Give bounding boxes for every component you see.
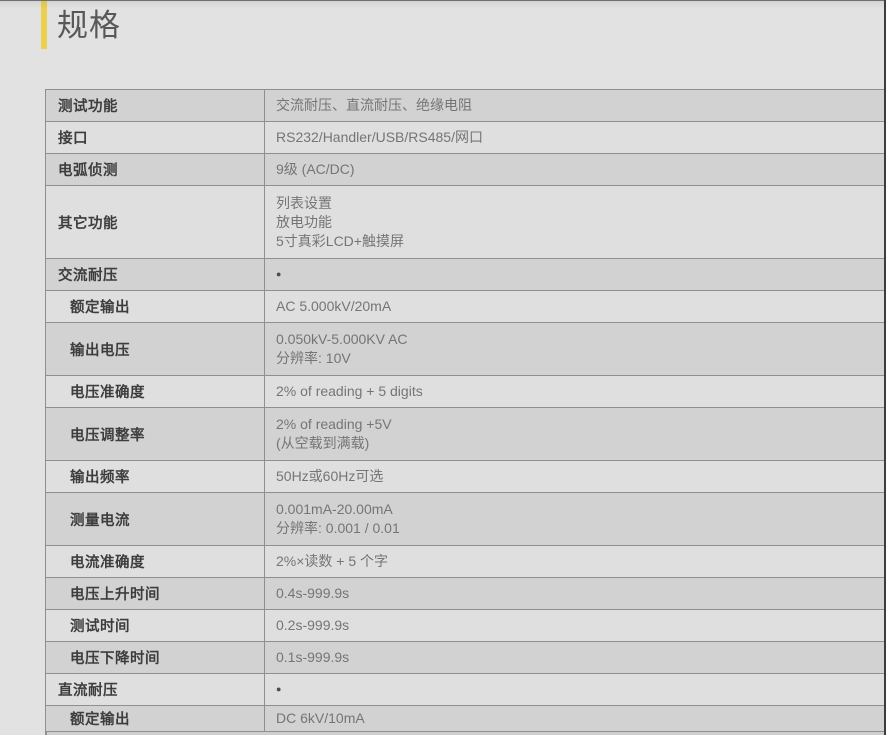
spec-row: 额定输出 AC 5.000kV/20mA — [46, 291, 886, 323]
spec-param-label: 电压上升时间 — [70, 587, 160, 603]
spec-param-label: 输出电压 — [70, 342, 130, 359]
screenshot-top-edge — [0, 0, 886, 1]
spec-value: DC 6kV/10mA — [264, 706, 886, 731]
spec-row: 交流耐压 ● — [46, 259, 886, 291]
spec-value: 0.001mA-20.00mA 分辨率: 0.001 / 0.01 — [264, 493, 886, 545]
spec-value-line: RS232/Handler/USB/RS485/网口 — [276, 129, 483, 145]
spec-row: 输出频率 50Hz或60Hz可选 — [46, 461, 886, 493]
spec-value: 0.050kV-5.000KV AC 分辨率: 10V — [264, 323, 886, 375]
spec-value: RS232/Handler/USB/RS485/网口 — [264, 122, 886, 153]
spec-value-line: 2% of reading + 5 digits — [276, 383, 423, 399]
spec-param-label: 测试功能 — [58, 99, 118, 115]
spec-value: 2%×读数 + 5 个字 — [264, 546, 886, 577]
spec-row: 测试功能 交流耐压、直流耐压、绝缘电阻 — [46, 90, 886, 122]
spec-value: 0.4s-999.9s — [264, 578, 886, 609]
spec-row: 测试时间 0.2s-999.9s — [46, 610, 886, 642]
spec-value: 0.2s-999.9s — [264, 610, 886, 641]
spec-param-label: 电流准确度 — [70, 555, 145, 571]
spec-value: 2% of reading +5V (从空载到满载) — [264, 408, 886, 460]
spec-value-line: AC 5.000kV/20mA — [276, 298, 392, 314]
spec-value: 交流耐压、直流耐压、绝缘电阻 — [264, 90, 886, 121]
spec-param-label: 测量电流 — [70, 512, 130, 529]
spec-value-line: 交流耐压、直流耐压、绝缘电阻 — [276, 97, 472, 113]
spec-value-line: 2% of reading +5V — [276, 416, 392, 432]
spec-value-line: 列表设置 — [276, 194, 332, 211]
cutoff-next-row — [46, 732, 886, 735]
spec-value: 列表设置放电功能 5寸真彩LCD+触摸屏 — [264, 186, 886, 258]
spec-value: 9级 (AC/DC) — [264, 154, 886, 185]
spec-row: 电流准确度 2%×读数 + 5 个字 — [46, 546, 886, 578]
spec-value-line: 0.001mA-20.00mA — [276, 501, 393, 517]
spec-value-line: 5寸真彩LCD+触摸屏 — [276, 232, 404, 249]
bullet-dot: ● — [276, 684, 282, 694]
spec-param-label: 电压下降时间 — [70, 651, 160, 667]
page-title: 规格 — [57, 8, 121, 43]
spec-param-label: 测试时间 — [70, 619, 130, 635]
spec-value: ● — [264, 674, 886, 705]
spec-row: 直流耐压 ● — [46, 674, 886, 706]
spec-param-label: 输出频率 — [70, 470, 130, 486]
spec-param-label: 电压调整率 — [70, 427, 145, 444]
spec-param-label: 电弧侦测 — [58, 163, 118, 179]
spec-value: AC 5.000kV/20mA — [264, 291, 886, 322]
spec-value-line: 50Hz或60Hz可选 — [276, 468, 384, 484]
page-header: 规格 — [0, 0, 886, 50]
spec-value: ● — [264, 259, 886, 290]
spec-row: 接口 RS232/Handler/USB/RS485/网口 — [46, 122, 886, 154]
spec-row: 电压调整率 2% of reading +5V (从空载到满载) — [46, 408, 886, 461]
spec-value-line: 0.4s-999.9s — [276, 585, 350, 601]
top-shadow — [0, 1, 886, 9]
spec-value: 50Hz或60Hz可选 — [264, 461, 886, 492]
spec-row: 电弧侦测 9级 (AC/DC) — [46, 154, 886, 186]
bullet-dot: ● — [276, 269, 282, 279]
spec-row: 电压准确度 2% of reading + 5 digits — [46, 376, 886, 408]
spec-value-line: (从空载到满载) — [276, 435, 370, 451]
spec-value-line: 分辨率: 0.001 / 0.01 — [276, 520, 400, 536]
spec-param-label: 接口 — [58, 131, 88, 147]
spec-row: 其它功能 列表设置放电功能 5寸真彩LCD+触摸屏 — [46, 186, 886, 259]
spec-param-label: 额定输出 — [70, 300, 130, 316]
accent-bar — [41, 0, 47, 49]
spec-row: 电压下降时间 0.1s-999.9s — [46, 642, 886, 674]
spec-value-line: 放电功能 — [276, 213, 332, 230]
screenshot-right-edge — [884, 0, 886, 735]
spec-row: 输出电压 0.050kV-5.000KV AC 分辨率: 10V — [46, 323, 886, 376]
spec-value-line: 分辨率: 10V — [276, 350, 351, 366]
spec-value-line: 0.2s-999.9s — [276, 617, 350, 633]
spec-row: 电压上升时间 0.4s-999.9s — [46, 578, 886, 610]
spec-param-label: 电压准确度 — [70, 385, 145, 401]
spec-param-label: 直流耐压 — [58, 683, 118, 699]
spec-value-line: 9级 (AC/DC) — [276, 161, 355, 177]
spec-value-line: 0.050kV-5.000KV AC — [276, 331, 408, 347]
spec-value-line: 0.1s-999.9s — [276, 649, 350, 665]
spec-value-line: 2%×读数 + 5 个字 — [276, 553, 389, 569]
spec-param-label: 其它功能 — [58, 215, 118, 232]
spec-table: 测试功能 交流耐压、直流耐压、绝缘电阻接口 RS232/Handler/USB/RS… — [45, 89, 886, 735]
spec-row: 测量电流 0.001mA-20.00mA 分辨率: 0.001 / 0.01 — [46, 493, 886, 546]
spec-value: 0.1s-999.9s — [264, 642, 886, 673]
spec-value-line: DC 6kV/10mA — [276, 710, 365, 726]
spec-param-label: 额定输出 — [70, 712, 130, 728]
spec-param-label: 交流耐压 — [58, 268, 118, 284]
spec-row: 额定输出 DC 6kV/10mA — [46, 706, 886, 732]
spec-value: 2% of reading + 5 digits — [264, 376, 886, 407]
